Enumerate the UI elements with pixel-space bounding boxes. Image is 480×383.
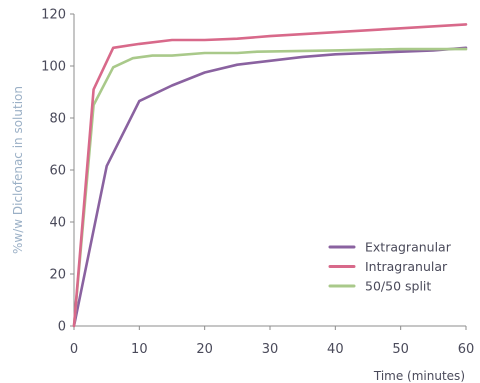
y-tick-label: 100 [41,60,66,75]
x-tick-label: 50 [392,342,409,357]
series-lines [72,23,468,328]
y-axis-label: %w/w Diclofenac in solution [11,86,25,254]
y-ticks: 0 20 40 60 80 100 120 [41,8,74,335]
legend-label: Intragranular [365,259,448,274]
y-tick-label: 20 [49,268,66,283]
x-tick-label: 20 [196,342,213,357]
legend: Extragranular Intragranular 50/50 split [328,240,452,294]
series-line-intragranular [72,23,468,328]
y-tick-label: 80 [49,112,66,127]
x-tick-label: 0 [70,342,78,357]
x-tick-label: 10 [131,342,148,357]
y-tick-label: 0 [58,320,66,335]
legend-label: 50/50 split [365,279,431,294]
y-tick-label: 60 [49,164,66,179]
y-tick-label: 120 [41,8,66,23]
x-ticks: 0 10 20 30 40 50 60 [70,326,474,357]
y-tick-label: 40 [49,216,66,231]
x-tick-label: 30 [262,342,279,357]
series-line-extragranular [72,46,468,328]
x-tick-label: 60 [458,342,475,357]
legend-label: Extragranular [365,240,452,255]
x-axis-label: Time (minutes) [373,369,465,383]
series-line-50-50-split [72,47,468,328]
x-tick-label: 40 [327,342,344,357]
